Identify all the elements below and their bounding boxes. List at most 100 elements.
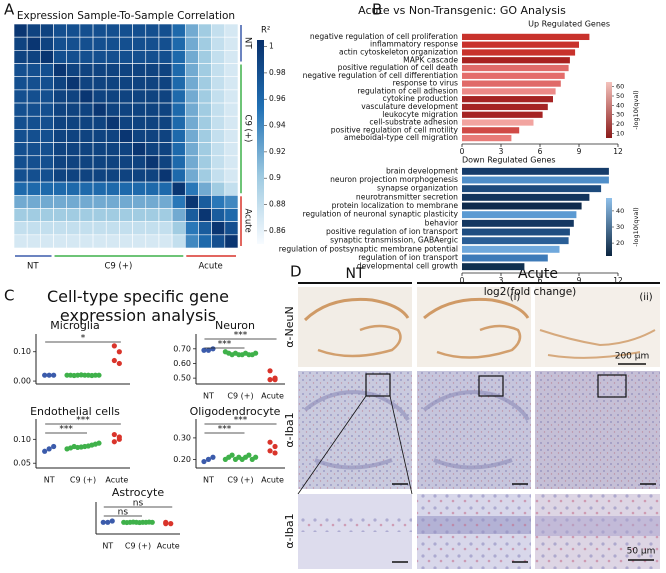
heatmap-cell	[66, 76, 81, 91]
heatmap-cell	[158, 181, 173, 196]
heatmap-cell	[79, 194, 94, 209]
scale-bar-label: 200 μm	[615, 352, 650, 362]
x-tick-label: NT	[203, 392, 214, 401]
data-point	[100, 519, 106, 525]
heatmap-cell	[184, 115, 199, 130]
heatmap-cell	[119, 63, 133, 78]
heatmap-cell	[158, 102, 173, 117]
micrograph-texture	[417, 494, 531, 569]
column-header: Acute	[518, 266, 558, 282]
heatmap-cell	[92, 129, 107, 143]
heatmap-cell	[79, 129, 94, 143]
heatmap-cell	[53, 36, 68, 51]
heatmap-cell	[40, 208, 54, 222]
heatmap-cell	[79, 102, 94, 117]
x-tick-label: 9	[577, 147, 582, 156]
data-point	[111, 431, 117, 438]
colorbar-tick-label: 30	[616, 111, 624, 119]
data-point	[267, 448, 273, 454]
colorbar	[606, 198, 612, 256]
row-label: α-NeuN	[283, 306, 296, 347]
heatmap-cell	[105, 89, 120, 104]
colorbar-tick-label: 0.98	[269, 68, 286, 77]
heatmap-cell	[224, 221, 239, 236]
heatmap-cell	[66, 234, 81, 249]
category-label: regulation of cell adhesion	[357, 86, 458, 95]
heatmap-cell	[40, 102, 54, 117]
heatmap-cell	[145, 115, 160, 130]
bar	[462, 202, 582, 210]
data-point	[116, 360, 122, 367]
heatmap-cell	[171, 76, 186, 91]
heatmap-cell	[40, 221, 54, 236]
heatmap-cell	[171, 36, 186, 51]
heatmap-cell	[132, 234, 147, 249]
heatmap-cell	[224, 50, 239, 64]
heatmap-cell	[158, 168, 173, 183]
x-axis-label: log2(fold change)	[484, 286, 577, 298]
heatmap-cell	[119, 155, 133, 170]
category-label: inflammatory response	[370, 40, 458, 49]
x-tick-label: C9 (+)	[227, 476, 253, 485]
heatmap-cell	[145, 102, 160, 117]
data-point	[111, 343, 117, 349]
heatmap-cell	[158, 208, 173, 222]
heatmap-cell	[184, 129, 199, 143]
heatmap-cell	[198, 208, 212, 222]
heatmap-cell	[145, 129, 160, 143]
heatmap-cell	[105, 234, 120, 249]
heatmap-cell	[132, 168, 147, 183]
heatmap-cell	[171, 142, 186, 157]
x-tick-label: C9 (+)	[125, 542, 151, 551]
heatmap-cell	[105, 194, 120, 209]
heatmap-cell	[171, 89, 186, 104]
heatmap-cell	[53, 129, 68, 143]
micrograph	[535, 287, 660, 367]
category-label: regulation of neuronal synaptic plastici…	[303, 210, 459, 219]
data-point	[253, 350, 259, 356]
micrograph-texture	[535, 516, 660, 536]
heatmap-cell	[211, 234, 226, 249]
colorbar-tick-label: 20	[616, 120, 624, 128]
category-label: neurotransmitter secretion	[356, 192, 458, 201]
x-tick-label: 0	[460, 276, 465, 285]
chart-title: Expression Sample-To-Sample Correlation	[17, 10, 235, 22]
tissue-layer	[303, 390, 410, 470]
row-label: α-Iba1	[283, 513, 296, 548]
x-tick-label: 12	[613, 276, 623, 285]
colorbar-tick-label: 0.86	[269, 226, 286, 235]
chart-subtitle: Up Regulated Genes	[528, 20, 610, 29]
category-label: regulation of postsynaptic membrane pote…	[279, 244, 458, 253]
heatmap-cell	[79, 234, 94, 249]
heatmap-cell	[224, 23, 239, 38]
category-label: actin cytoskeleton organization	[339, 47, 458, 56]
category-label: positive regulation of cell death	[338, 63, 459, 72]
heatmap-cell	[40, 129, 54, 143]
heatmap-cell	[53, 208, 68, 222]
heatmap-cell	[211, 168, 226, 183]
data-point	[46, 446, 52, 452]
colorbar-tick-label: 0.88	[269, 200, 286, 209]
heatmap-cell	[40, 115, 54, 130]
heatmap-cell	[171, 50, 186, 64]
heatmap-cell	[198, 194, 212, 209]
data-point	[272, 377, 278, 383]
heatmap-cell	[145, 234, 160, 249]
heatmap-cell	[92, 155, 107, 170]
category-label: negative regulation of cell proliferatio…	[310, 32, 458, 41]
heatmap-cell	[184, 23, 199, 38]
heatmap-cell	[40, 89, 54, 104]
heatmap-cell	[13, 36, 28, 51]
heatmap-cell	[211, 221, 226, 236]
heatmap-cell	[79, 142, 94, 157]
heatmap-cell	[184, 208, 199, 222]
heatmap-cell	[26, 23, 41, 38]
heatmap-cell	[40, 76, 54, 91]
heatmap-cell	[224, 194, 239, 209]
inset-label: (ii)	[639, 292, 652, 303]
category-label: negative regulation of cell differentiat…	[303, 71, 459, 80]
heatmap-cell	[92, 142, 107, 157]
heatmap-cell	[13, 115, 28, 130]
group-label: C9 (+)	[243, 115, 253, 143]
bar	[462, 193, 590, 201]
